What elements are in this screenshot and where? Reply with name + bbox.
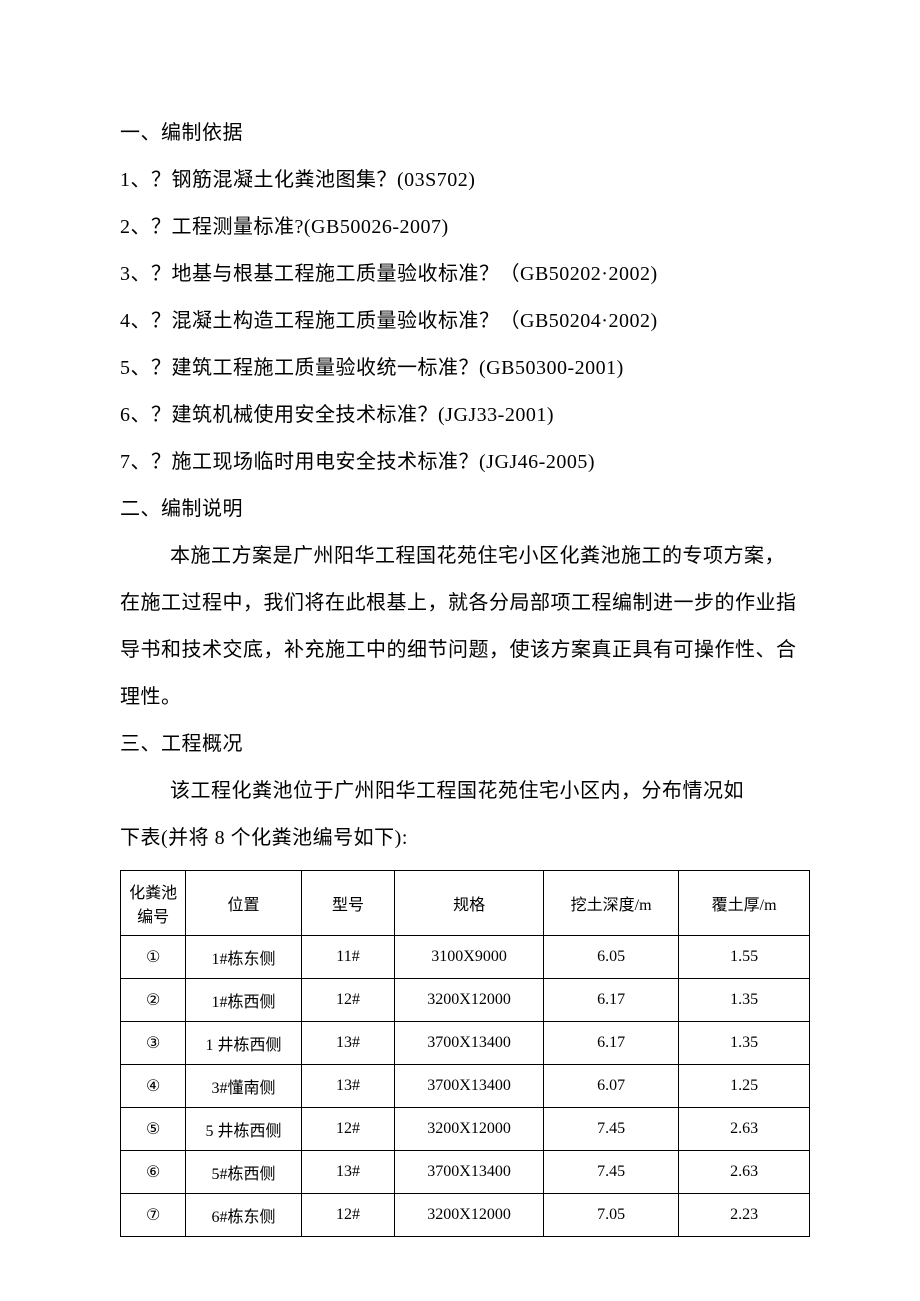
table-header-row: 化粪池编号 位置 型号 规格 挖土深度/m 覆土厚/m: [121, 871, 810, 936]
table-row: ④ 3#懂南侧 13# 3700X13400 6.07 1.25: [121, 1065, 810, 1108]
section1-item: 2、？工程测量标准?(GB50026-2007): [120, 204, 810, 251]
cell-id: ③: [121, 1022, 186, 1065]
cell-id: ⑤: [121, 1108, 186, 1151]
cell-spec: 3200X12000: [395, 979, 544, 1022]
cell-location: 1#栋东侧: [186, 936, 302, 979]
section1-item: 6、？建筑机械使用安全技术标准？(JGJ33-2001): [120, 392, 810, 439]
cell-cover: 2.63: [679, 1108, 810, 1151]
table-header-model: 型号: [301, 871, 394, 936]
section1-item: 7、？施工现场临时用电安全技术标准？(JGJ46-2005): [120, 439, 810, 486]
cell-cover: 1.35: [679, 1022, 810, 1065]
table-body: ① 1#栋东侧 11# 3100X9000 6.05 1.55 ② 1#栋西侧 …: [121, 936, 810, 1237]
cell-location: 1 井栋西侧: [186, 1022, 302, 1065]
cell-spec: 3200X12000: [395, 1108, 544, 1151]
cell-model: 12#: [301, 979, 394, 1022]
cell-id: ⑥: [121, 1151, 186, 1194]
section1-item: 1、？钢筋混凝土化粪池图集？(03S702): [120, 157, 810, 204]
section2-title: 二、编制说明: [120, 486, 810, 533]
cell-spec: 3700X13400: [395, 1151, 544, 1194]
section1-item: 4、？混凝土构造工程施工质量验收标准？（GB50204·2002): [120, 298, 810, 345]
cell-model: 11#: [301, 936, 394, 979]
table-row: ⑤ 5 井栋西侧 12# 3200X12000 7.45 2.63: [121, 1108, 810, 1151]
cell-location: 5 井栋西侧: [186, 1108, 302, 1151]
cell-depth: 7.45: [543, 1151, 678, 1194]
section2-para: 本施工方案是广州阳华工程国花苑住宅小区化粪池施工的专项方案，: [120, 533, 810, 580]
table-header-cover: 覆土厚/m: [679, 871, 810, 936]
cell-id: ②: [121, 979, 186, 1022]
cell-cover: 1.55: [679, 936, 810, 979]
cell-location: 5#栋西侧: [186, 1151, 302, 1194]
cell-model: 12#: [301, 1108, 394, 1151]
section3-para: 下表(并将 8 个化粪池编号如下):: [120, 815, 810, 862]
cell-id: ④: [121, 1065, 186, 1108]
section1-title: 一、编制依据: [120, 110, 810, 157]
cell-depth: 6.17: [543, 979, 678, 1022]
cell-depth: 6.07: [543, 1065, 678, 1108]
section1-item: 3、？地基与根基工程施工质量验收标准？（GB50202·2002): [120, 251, 810, 298]
cell-depth: 6.17: [543, 1022, 678, 1065]
table-header-id: 化粪池编号: [121, 871, 186, 936]
section2-para: 在施工过程中，我们将在此根基上，就各分局部项工程编制进一步的作业指: [120, 580, 810, 627]
table-row: ③ 1 井栋西侧 13# 3700X13400 6.17 1.35: [121, 1022, 810, 1065]
document-page: 一、编制依据 1、？钢筋混凝土化粪池图集？(03S702) 2、？工程测量标准?…: [0, 0, 920, 1297]
cell-cover: 1.35: [679, 979, 810, 1022]
section3-para: 该工程化粪池位于广州阳华工程国花苑住宅小区内，分布情况如: [120, 768, 810, 815]
cell-spec: 3700X13400: [395, 1022, 544, 1065]
cell-model: 12#: [301, 1194, 394, 1237]
cell-spec: 3200X12000: [395, 1194, 544, 1237]
table-row: ① 1#栋东侧 11# 3100X9000 6.05 1.55: [121, 936, 810, 979]
cell-location: 3#懂南侧: [186, 1065, 302, 1108]
cell-cover: 2.63: [679, 1151, 810, 1194]
table-row: ⑥ 5#栋西侧 13# 3700X13400 7.45 2.63: [121, 1151, 810, 1194]
cell-cover: 1.25: [679, 1065, 810, 1108]
cell-model: 13#: [301, 1151, 394, 1194]
cell-id: ①: [121, 936, 186, 979]
table-header-location: 位置: [186, 871, 302, 936]
cell-model: 13#: [301, 1065, 394, 1108]
cell-depth: 6.05: [543, 936, 678, 979]
cell-location: 1#栋西侧: [186, 979, 302, 1022]
cell-spec: 3100X9000: [395, 936, 544, 979]
cell-cover: 2.23: [679, 1194, 810, 1237]
table-row: ② 1#栋西侧 12# 3200X12000 6.17 1.35: [121, 979, 810, 1022]
table-header-spec: 规格: [395, 871, 544, 936]
table-row: ⑦ 6#栋东侧 12# 3200X12000 7.05 2.23: [121, 1194, 810, 1237]
cell-depth: 7.45: [543, 1108, 678, 1151]
cell-spec: 3700X13400: [395, 1065, 544, 1108]
section1-item: 5、？建筑工程施工质量验收统一标准？(GB50300-2001): [120, 345, 810, 392]
section3-title: 三、工程概况: [120, 721, 810, 768]
section2-para: 导书和技术交底，补充施工中的细节问题，使该方案真正具有可操作性、合: [120, 627, 810, 674]
septic-tank-table: 化粪池编号 位置 型号 规格 挖土深度/m 覆土厚/m ① 1#栋东侧 11# …: [120, 870, 810, 1237]
cell-location: 6#栋东侧: [186, 1194, 302, 1237]
section2-para: 理性。: [120, 674, 810, 721]
cell-model: 13#: [301, 1022, 394, 1065]
cell-depth: 7.05: [543, 1194, 678, 1237]
table-header-depth: 挖土深度/m: [543, 871, 678, 936]
cell-id: ⑦: [121, 1194, 186, 1237]
